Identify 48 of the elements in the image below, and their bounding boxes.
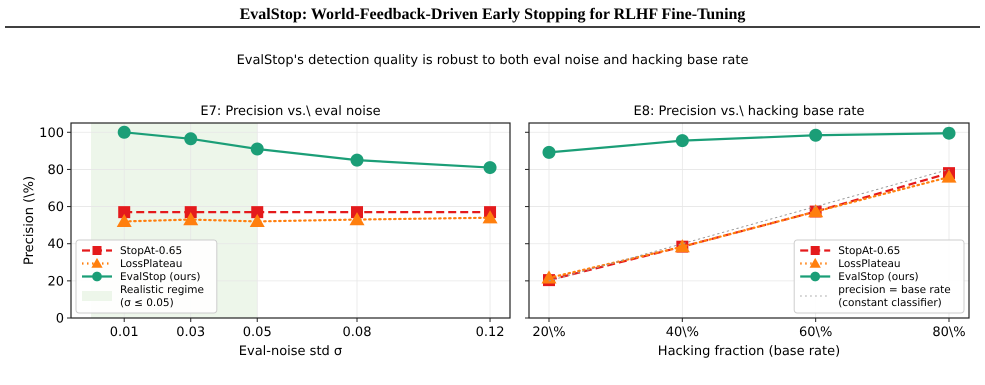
x-tick-label: 0.08 <box>342 325 372 340</box>
legend-label: LossPlateau <box>120 258 182 270</box>
point <box>184 132 198 146</box>
point <box>183 212 198 226</box>
x-tick-label: 60\% <box>799 325 832 340</box>
point <box>942 126 956 140</box>
point <box>116 214 132 228</box>
x-tick-label: 20\% <box>532 325 566 340</box>
point <box>676 134 689 148</box>
x-axis-title: Hacking fraction (base rate) <box>658 344 840 359</box>
y-tick-label: 60 <box>47 200 64 216</box>
point <box>118 206 130 218</box>
point <box>484 161 497 174</box>
point <box>250 214 265 228</box>
legend-label: StopAt-0.65 <box>120 245 182 257</box>
point <box>542 270 556 284</box>
chart-title: E8: Precision vs.\ hacking base rate <box>634 104 864 119</box>
point <box>350 212 365 226</box>
legend-label: StopAt-0.65 <box>838 245 900 257</box>
y-tick-label: 100 <box>39 126 64 141</box>
point <box>809 128 822 142</box>
text: EvalStop's detection quality is robust to both eval noise and hacking base rate <box>236 53 748 68</box>
point <box>482 210 498 224</box>
x-axis-title: Eval-noise std σ <box>238 344 342 359</box>
legend-label: EvalStop (ours) <box>838 271 919 283</box>
y-tick-label: 20 <box>47 274 64 290</box>
y-tick-label: 80 <box>47 162 64 178</box>
x-tick-label: 0.03 <box>176 325 206 340</box>
y-axis-title: Precision (\%) <box>22 176 37 266</box>
band-label: Realistic regime (σ ≤ 0.05) <box>120 284 204 309</box>
point <box>251 206 264 218</box>
x-tick-label: 40\% <box>666 325 699 340</box>
chart-title: E7: Precision vs.\ eval noise <box>200 104 381 119</box>
x-tick-label: 0.01 <box>110 325 139 340</box>
point <box>350 154 364 167</box>
x-tick-label: 0.12 <box>476 325 505 340</box>
text: EvalStop: World-Feedback-Driven Early Stopping for RLHF Fine-Tuning <box>240 6 746 23</box>
legend-label: precision = base rate (constant classifier) <box>838 284 951 309</box>
y-tick-label: 0 <box>56 312 64 326</box>
y-tick-label: 40 <box>47 237 64 252</box>
point <box>542 146 556 159</box>
point <box>250 142 264 156</box>
legend-label: LossPlateau <box>838 258 901 270</box>
x-tick-label: 80\% <box>932 325 966 340</box>
x-tick-label: 0.05 <box>242 325 272 340</box>
point <box>118 126 131 139</box>
legend-label: EvalStop (ours) <box>120 271 200 283</box>
point <box>942 170 956 183</box>
